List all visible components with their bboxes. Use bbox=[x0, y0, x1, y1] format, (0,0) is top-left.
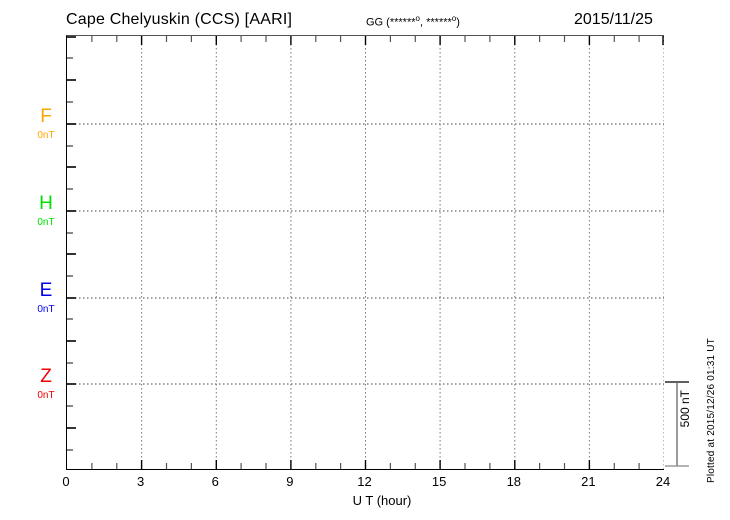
x-tick-label-0: 0 bbox=[62, 474, 70, 489]
y-axis-unit-h: 0nT bbox=[37, 217, 55, 228]
gg-prefix: GG ( bbox=[366, 16, 390, 29]
y-axis-unit-f: 0nT bbox=[37, 130, 55, 141]
x-tick-label-6: 6 bbox=[211, 474, 219, 489]
x-tick-label-24: 24 bbox=[655, 474, 671, 489]
y-axis-label-f: F 0nT bbox=[26, 107, 66, 142]
gg-latitude-degree-icon: o bbox=[415, 14, 420, 23]
x-axis-title: U T (hour) bbox=[352, 493, 412, 508]
plot-canvas bbox=[67, 36, 664, 469]
plot-area bbox=[66, 35, 664, 470]
x-tick-label-21: 21 bbox=[581, 474, 596, 489]
scale-bar bbox=[665, 381, 689, 467]
gg-suffix: ) bbox=[456, 16, 460, 29]
horizontal-baseline-gridlines bbox=[67, 123, 664, 385]
y-axis-label-e: E 0nT bbox=[26, 281, 66, 316]
vertical-gridlines bbox=[141, 36, 664, 469]
x-axis-top-ticks bbox=[91, 36, 664, 45]
y-axis-unit-z: 0nT bbox=[37, 390, 55, 401]
x-tick-label-15: 15 bbox=[431, 474, 447, 489]
y-axis-label-z: Z 0nT bbox=[26, 367, 66, 402]
x-axis-bottom-ticks bbox=[91, 460, 640, 469]
y-axis-symbol-z: Z bbox=[40, 366, 52, 387]
y-axis-symbol-e: E bbox=[39, 280, 53, 301]
observation-date: 2015/11/25 bbox=[574, 11, 653, 28]
gg-longitude-degree-icon: o bbox=[451, 14, 457, 23]
y-axis-unit-e: 0nT bbox=[37, 304, 55, 315]
y-axis-label-h: H 0nT bbox=[26, 194, 66, 229]
gg-separator: , bbox=[419, 16, 427, 29]
y-axis-symbol-h: H bbox=[39, 193, 53, 214]
scale-bar-label: 500 nT bbox=[678, 390, 692, 428]
plotted-at-stamp: Plotted at 2015/12/26 01:31 UT bbox=[706, 338, 717, 483]
x-tick-label-12: 12 bbox=[357, 474, 372, 489]
x-tick-label-3: 3 bbox=[136, 474, 145, 489]
gg-longitude: ****** bbox=[426, 16, 452, 29]
x-tick-label-18: 18 bbox=[506, 474, 522, 489]
page-title: Cape Chelyuskin (CCS) [AARI] bbox=[66, 11, 293, 28]
y-axis-symbol-f: F bbox=[40, 106, 52, 127]
geographic-coordinates: GG (******o, ******o) bbox=[366, 14, 460, 29]
x-tick-label-9: 9 bbox=[286, 474, 294, 489]
y-axis-ticks bbox=[67, 36, 76, 451]
gg-latitude: ****** bbox=[389, 16, 416, 29]
